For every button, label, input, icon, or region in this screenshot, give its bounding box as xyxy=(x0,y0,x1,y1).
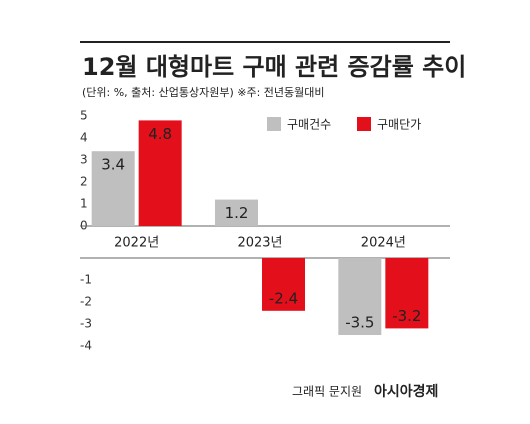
bar xyxy=(138,120,182,226)
legend-swatch xyxy=(267,117,281,131)
chart-subtitle: (단위: %, 출처: 산업통상자원부) ※주: 전년동월대비 xyxy=(82,86,325,99)
y-tick-label: 3 xyxy=(80,153,88,167)
value-label: 1.2 xyxy=(225,204,249,222)
value-label: -2.4 xyxy=(269,289,298,307)
x-tick-label: 2023년 xyxy=(237,236,282,251)
y-tick-label: 4 xyxy=(80,131,88,145)
bar xyxy=(385,258,429,329)
value-label: -3.2 xyxy=(392,307,421,325)
value-label: -3.5 xyxy=(345,314,374,332)
bar xyxy=(262,258,305,311)
legend-label: 구매건수 xyxy=(287,118,331,132)
bar xyxy=(338,258,382,335)
bar xyxy=(215,199,258,226)
source: 아시아경제 xyxy=(374,383,438,400)
y-tick-label: -2 xyxy=(80,295,92,309)
y-tick-label: 1 xyxy=(80,197,88,211)
bar xyxy=(91,151,135,226)
y-tick-label: 2 xyxy=(80,175,88,189)
y-tick-label: 5 xyxy=(80,109,88,123)
credit: 그래픽 문지원 xyxy=(292,385,362,399)
legend-label: 구매단가 xyxy=(377,118,421,132)
value-label: 3.4 xyxy=(101,156,125,174)
x-tick-label: 2024년 xyxy=(361,236,406,251)
y-tick-label: -3 xyxy=(80,317,92,331)
x-tick-label: 2022년 xyxy=(114,236,159,251)
chart-title: 12월 대형마트 구매 관련 증감률 추이 xyxy=(82,53,466,81)
y-tick-label: -4 xyxy=(80,339,92,353)
value-label: 4.8 xyxy=(148,125,172,143)
y-tick-label: -1 xyxy=(80,273,92,287)
legend-swatch xyxy=(357,117,371,131)
